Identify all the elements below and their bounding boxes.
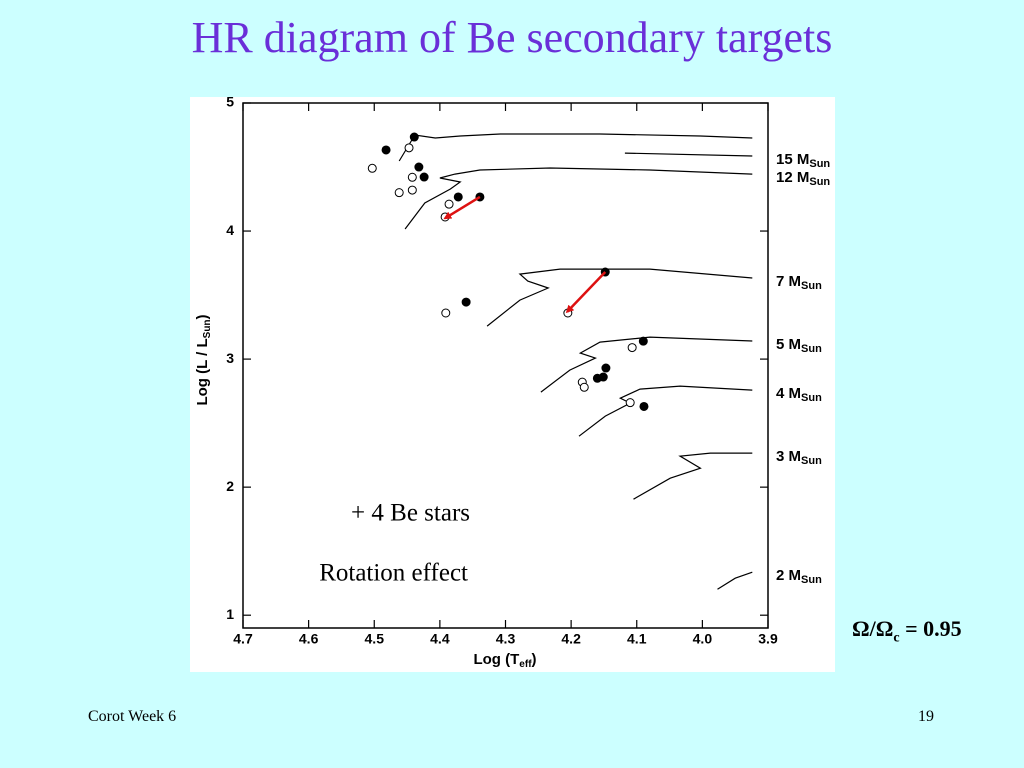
track-unit: Sun: [801, 574, 822, 586]
open-star: [627, 343, 637, 353]
filled-star: [601, 363, 611, 373]
track-label: 12 MSun: [776, 169, 830, 188]
x-axis-label: Log (Teff): [473, 651, 536, 670]
x-label-main: Log (T: [473, 651, 519, 668]
y-label-end: ): [194, 314, 211, 319]
page-number: 19: [918, 708, 934, 725]
x-tick-label: 4.3: [496, 631, 516, 647]
filled-star: [414, 162, 424, 172]
track-label: 5 MSun: [776, 336, 822, 355]
open-star: [394, 188, 404, 198]
open-star: [367, 163, 377, 173]
track-mass: 12 M: [776, 169, 809, 186]
track-line: [717, 571, 753, 590]
filled-star: [409, 132, 419, 142]
open-star: [579, 382, 589, 392]
open-star: [407, 185, 417, 195]
track-label: 15 MSun: [776, 151, 830, 170]
chart-background: [190, 97, 835, 672]
track-unit: Sun: [801, 343, 822, 355]
x-label-sub: eff: [519, 659, 532, 670]
x-label-end: ): [532, 651, 537, 668]
track-mass: 3 M: [776, 448, 801, 465]
track-mass: 2 M: [776, 567, 801, 584]
y-tick-label: 4: [226, 222, 234, 238]
slide-title: HR diagram of Be secondary targets: [191, 13, 833, 62]
track-line: [540, 336, 753, 393]
track-unit: Sun: [801, 455, 822, 467]
track-line: [633, 452, 753, 500]
y-label-sub: Sun: [202, 319, 213, 338]
rotation-arrow: [565, 271, 607, 314]
x-tick-label: 4.4: [430, 631, 450, 647]
track-line: [486, 268, 753, 327]
filled-star: [638, 336, 648, 346]
y-label-main: Log (L / L: [194, 338, 211, 405]
open-star: [625, 398, 635, 408]
x-tick-label: 4.0: [693, 631, 713, 647]
track-label: 4 MSun: [776, 385, 822, 404]
open-star: [404, 143, 414, 153]
y-tick-label: 5: [226, 94, 234, 110]
track-unit: Sun: [801, 392, 822, 404]
filled-star: [381, 145, 391, 155]
track-unit: Sun: [801, 280, 822, 292]
y-axis-label: Log (L / LSun): [194, 314, 213, 405]
x-tick-label: 4.2: [561, 631, 581, 647]
track-mass: 5 M: [776, 336, 801, 353]
x-tick-label: 4.1: [627, 631, 647, 647]
filled-star: [453, 192, 463, 202]
track-mass: 15 M: [776, 151, 809, 168]
track-unit: Sun: [809, 176, 830, 188]
track-line: [404, 167, 753, 230]
filled-star: [639, 401, 649, 411]
x-tick-label: 4.6: [299, 631, 319, 647]
open-star: [444, 199, 454, 209]
track-line: [578, 385, 753, 437]
rotation-ratio: Ω/Ωc = 0.95: [852, 616, 962, 646]
annotation: Rotation effect: [319, 560, 468, 587]
track-unit: Sun: [809, 158, 830, 170]
track-label: 2 MSun: [776, 567, 822, 586]
y-tick-label: 1: [226, 606, 234, 622]
x-tick-label: 4.5: [365, 631, 385, 647]
open-star: [407, 172, 417, 182]
ratio-value: = 0.95: [899, 616, 962, 641]
rotation-arrow: [443, 195, 481, 220]
annotation: + 4 Be stars: [351, 500, 470, 527]
filled-star: [461, 297, 471, 307]
ratio-text: Ω/Ω: [852, 616, 894, 641]
filled-star: [598, 372, 608, 382]
y-tick-label: 2: [226, 478, 234, 494]
track-mass: 4 M: [776, 385, 801, 402]
filled-star: [419, 172, 429, 182]
track-label: 3 MSun: [776, 448, 822, 467]
ratio-sub: c: [893, 630, 900, 646]
footer-left: Corot Week 6: [88, 708, 177, 725]
x-tick-label: 4.7: [233, 631, 253, 647]
track-label: 7 MSun: [776, 273, 822, 292]
track-mass: 7 M: [776, 273, 801, 290]
x-tick-label: 3.9: [758, 631, 778, 647]
y-tick-label: 3: [226, 350, 234, 366]
open-star: [441, 308, 451, 318]
